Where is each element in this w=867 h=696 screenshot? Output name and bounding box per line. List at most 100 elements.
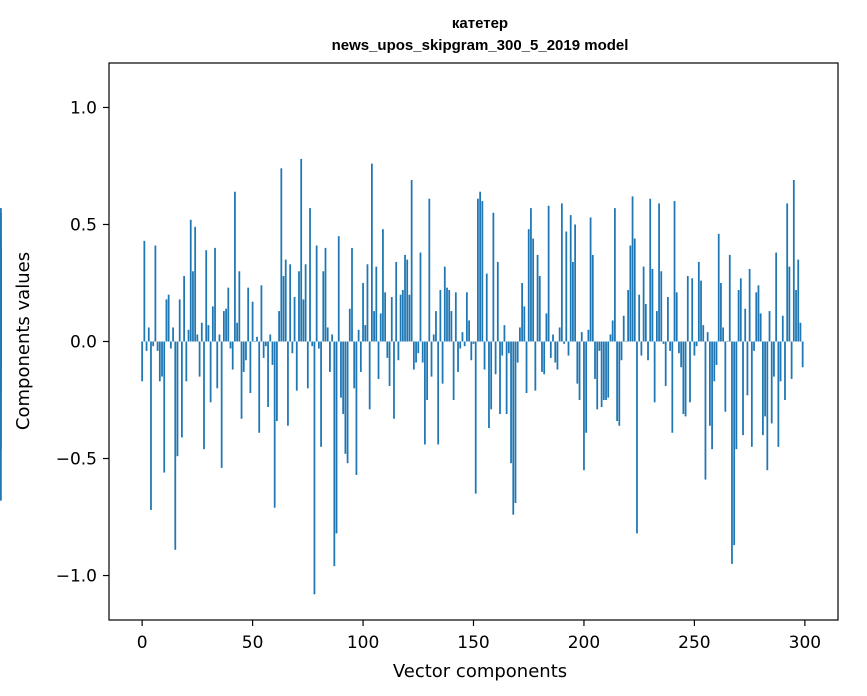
bar-243 [678,341,680,354]
x-tick-label: 250 [678,633,710,653]
bar-67 [289,264,292,342]
bar-244 [680,341,683,368]
bar-110 [384,292,387,342]
bar-33 [214,247,216,342]
bar-66 [287,341,289,426]
bar-37 [222,311,225,342]
bar-97 [355,341,358,475]
bar-7 [156,341,159,351]
bar-189 [558,327,561,342]
bar-216 [618,341,621,426]
bar-275 [748,268,751,342]
bar-63 [280,168,283,342]
bar-254 [702,325,705,342]
bar-248 [689,341,691,403]
bar-161 [496,261,499,342]
x-tick-label: 300 [789,633,821,653]
bar-31 [209,341,212,403]
bar-294 [790,341,793,379]
bar-94 [348,308,351,342]
bar-136 [441,341,444,384]
bar-28 [203,341,205,450]
bar-129 [426,341,428,401]
y-tick-label: 0.0 [70,333,97,353]
bar-279 [757,285,760,342]
bar-48 [247,287,250,342]
bar-170 [516,341,519,363]
bar-118 [401,290,404,342]
bar-143 [457,341,459,372]
bar-156 [485,273,488,342]
bar-1 [143,240,146,342]
bar-149 [470,341,473,361]
bar-49 [249,341,252,393]
bar-166 [507,341,510,354]
bar-205 [594,341,596,379]
bar-178 [534,341,537,391]
bar-173 [523,306,526,342]
bar-3 [147,327,150,342]
bar-84 [326,327,329,342]
bar-56 [264,341,267,347]
bar-150 [472,341,475,344]
bar-44 [238,271,241,342]
bar-208 [600,341,603,408]
bar-35 [218,334,221,342]
bar-54 [260,285,263,342]
bar-126 [419,252,422,342]
bar-265 [726,341,729,342]
bar-127 [421,341,424,363]
bar-30 [207,325,210,342]
bar-196 [574,224,576,342]
bar-186 [552,334,554,342]
bar-155 [483,341,486,370]
bar-101 [364,325,367,342]
bar-289 [779,341,782,382]
bar-192 [565,231,568,342]
bar-70 [295,341,298,391]
x-axis: 0 50 100 150 200 250 300 [137,620,821,653]
bar-272 [742,341,744,436]
bar-108 [379,313,382,342]
bar-23 [192,271,194,342]
bar-255 [704,341,707,480]
bar-9 [161,341,163,377]
bar-233 [655,311,658,342]
bar-292 [786,203,789,342]
bar-91 [342,341,345,415]
bar-75 [306,341,309,389]
bar-202 [587,329,590,342]
bar-297 [797,259,800,342]
bar-93 [346,341,349,464]
bar-179 [536,254,539,342]
bar-104 [371,163,373,342]
bar-112 [388,341,391,386]
bar-88 [335,341,338,534]
bar-236 [662,341,665,344]
x-tick-label: 0 [137,633,148,653]
bar-273 [744,308,747,342]
bar-25 [196,334,199,342]
bar-184 [547,205,550,342]
bar-290 [781,315,784,342]
bar-231 [651,268,654,342]
bar-296 [795,290,797,342]
bar-86 [331,334,333,342]
bar-138 [446,287,448,342]
bar-218 [622,315,625,342]
bar-4 [150,341,152,510]
bar-159 [492,212,495,342]
bar-235 [660,271,663,342]
bar-240 [671,341,674,433]
bar-90 [340,341,342,398]
y-tick-label: 0.5 [70,215,97,235]
bar-298 [799,322,802,342]
bar-280 [759,313,762,342]
bar-38 [225,308,227,342]
bar-158 [490,341,493,410]
bar-11 [165,299,168,342]
bar-43 [236,322,239,342]
bar-203 [589,217,592,342]
bar-163 [501,341,504,356]
bar-45 [240,341,243,419]
